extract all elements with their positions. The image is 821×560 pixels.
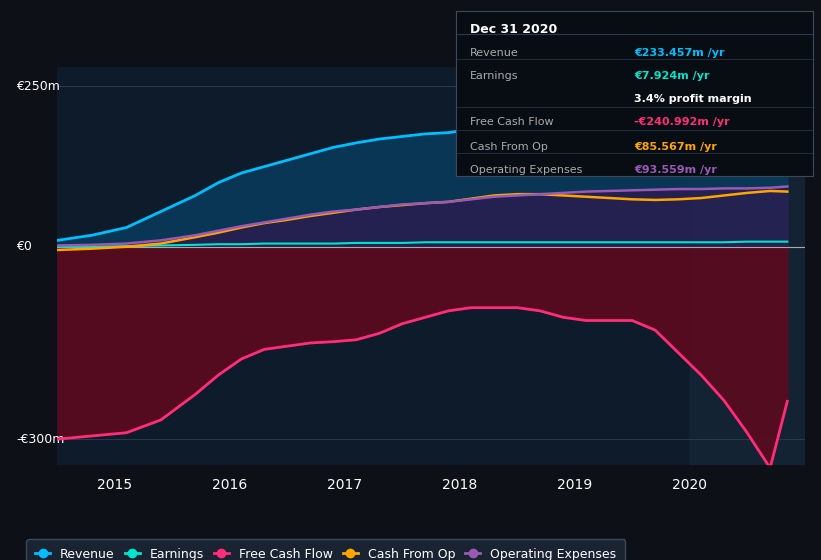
Text: Cash From Op: Cash From Op: [470, 142, 548, 152]
Text: Operating Expenses: Operating Expenses: [470, 165, 582, 175]
Text: Revenue: Revenue: [470, 48, 519, 58]
Text: Dec 31 2020: Dec 31 2020: [470, 23, 557, 36]
Text: Free Cash Flow: Free Cash Flow: [470, 117, 553, 127]
Text: €85.567m /yr: €85.567m /yr: [635, 142, 717, 152]
Text: 3.4% profit margin: 3.4% profit margin: [635, 94, 752, 104]
Text: €7.924m /yr: €7.924m /yr: [635, 71, 709, 81]
Text: Earnings: Earnings: [470, 71, 518, 81]
Text: -€240.992m /yr: -€240.992m /yr: [635, 117, 730, 127]
Text: -€300m: -€300m: [16, 433, 65, 446]
Text: €93.559m /yr: €93.559m /yr: [635, 165, 717, 175]
Text: €0: €0: [16, 240, 32, 253]
Text: €250m: €250m: [16, 80, 60, 93]
Text: €233.457m /yr: €233.457m /yr: [635, 48, 725, 58]
Bar: [690, 67, 805, 465]
Legend: Revenue, Earnings, Free Cash Flow, Cash From Op, Operating Expenses: Revenue, Earnings, Free Cash Flow, Cash …: [26, 539, 626, 560]
